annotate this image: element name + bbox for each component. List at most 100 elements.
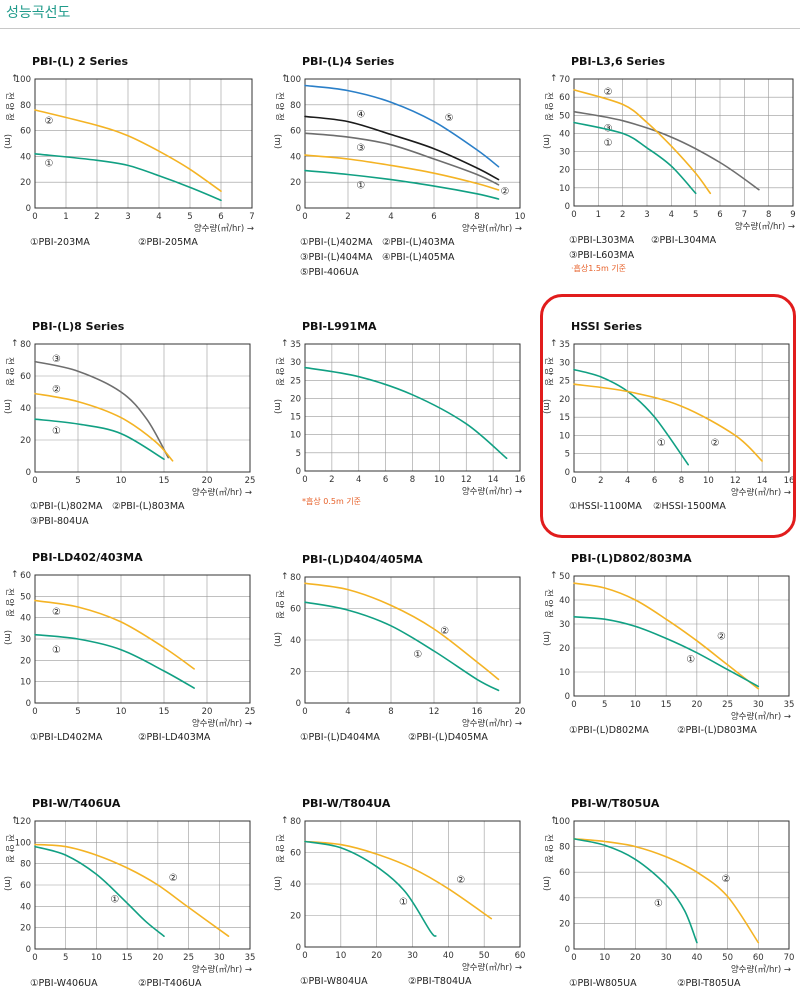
series-curve-3	[304, 132, 500, 186]
y-axis-label: 전 양 정	[4, 588, 15, 617]
series-curve-1	[304, 601, 500, 692]
y-axis-unit: (m)	[2, 630, 12, 645]
legend-item: ①PBI-(L)802MA	[30, 501, 103, 512]
chart-hssi: HSSI Series 0 2 4 6 8 10 12 14 16 0 5 10 15 20 25 30 35↑ 전…	[541, 320, 794, 512]
x-tick-label: 25	[722, 700, 733, 710]
plot-frame	[573, 78, 794, 207]
series-curve-1	[34, 153, 222, 202]
x-tick-label: 60	[753, 953, 764, 963]
x-tick-label: 30	[661, 953, 672, 963]
y-axis-arrow: ↑	[281, 339, 289, 349]
x-tick-label: 15	[122, 953, 133, 963]
x-axis-label: 양수량(㎥/hr) →	[194, 223, 254, 234]
x-tick-label: 15	[661, 700, 672, 710]
legend-item: ①PBI-LD402MA	[30, 732, 103, 743]
y-tick-label: 80	[20, 101, 31, 111]
y-tick-label: 20	[20, 924, 31, 934]
chart-title: PBI-L991MA	[302, 320, 377, 333]
y-tick-label: 120	[15, 817, 31, 827]
series-marker-2: ②	[440, 626, 449, 637]
chart-title: PBI-(L)D404/405MA	[302, 553, 423, 566]
y-axis-label: 전 양 정	[274, 590, 285, 619]
y-axis-unit: (m)	[2, 876, 12, 891]
y-tick-label: 10	[559, 431, 570, 441]
x-tick-label: 9	[790, 210, 795, 220]
legend-item: ①PBI-L303MA	[569, 235, 635, 246]
y-tick-label: 35	[559, 340, 570, 350]
legend-item: ②PBI-(L)803MA	[112, 501, 185, 512]
x-tick-label: 10	[703, 476, 714, 486]
y-axis-label: 전 양 정	[4, 92, 15, 121]
y-axis-unit: (m)	[272, 876, 282, 891]
x-tick-label: 2	[94, 212, 99, 222]
chart-pbi-ld404: PBI-(L)D404/405MA 0 4 8 12 16 20 0 20 40 60 80↑ 전 양 …	[272, 553, 525, 743]
y-axis-unit: (m)	[272, 134, 282, 149]
y-tick-label: 0	[296, 699, 301, 709]
x-tick-label: 0	[32, 476, 37, 486]
x-tick-label: 20	[630, 953, 641, 963]
series-curve-2	[573, 89, 712, 195]
x-tick-label: 12	[429, 707, 440, 717]
x-tick-label: 0	[302, 707, 307, 717]
chart-title: PBI-L3,6 Series	[571, 55, 665, 68]
x-tick-label: 6	[383, 475, 388, 485]
y-axis-unit: (m)	[541, 399, 551, 414]
x-tick-label: 4	[625, 476, 630, 486]
x-tick-label: 30	[214, 953, 225, 963]
legend-item: ②HSSI-1500MA	[653, 501, 726, 512]
y-tick-label: 60	[559, 93, 570, 103]
x-tick-label: 25	[245, 707, 256, 717]
plot-frame	[573, 343, 790, 473]
series-marker-1: ①	[52, 426, 61, 437]
y-tick-label: 60	[290, 127, 301, 137]
series-curve-1	[304, 840, 437, 937]
y-tick-label: 80	[20, 340, 31, 350]
series-marker-1: ①	[654, 898, 663, 909]
y-tick-label: 40	[20, 404, 31, 414]
y-tick-label: 60	[559, 868, 570, 878]
legend-item: ①PBI-(L)402MA	[300, 237, 373, 248]
x-tick-label: 0	[571, 476, 576, 486]
series-marker-1: ①	[399, 897, 408, 908]
x-tick-label: 50	[722, 953, 733, 963]
x-tick-label: 50	[479, 951, 490, 961]
x-tick-label: 8	[474, 212, 479, 222]
series-marker-2: ②	[44, 116, 53, 127]
y-axis-label: 전 양 정	[274, 357, 285, 386]
y-tick-label: 60	[20, 127, 31, 137]
series-marker-1: ①	[686, 654, 695, 665]
x-tick-label: 7	[249, 212, 254, 222]
x-axis-label: 양수량(㎥/hr) →	[731, 964, 791, 975]
y-tick-label: 20	[290, 912, 301, 922]
y-axis-label: 전 양 정	[4, 834, 15, 863]
plot-frame	[304, 78, 521, 209]
x-axis-label: 양수량(㎥/hr) →	[462, 486, 522, 497]
legend-item: ①PBI-W406UA	[30, 978, 98, 989]
x-axis-label: 양수량(㎥/hr) →	[192, 487, 252, 498]
legend-item: ①PBI-(L)D802MA	[569, 725, 649, 736]
y-axis-arrow: ↑	[11, 74, 19, 84]
x-tick-label: 35	[245, 953, 256, 963]
legend-item: ①PBI-(L)D404MA	[300, 732, 380, 743]
legend-item: ②PBI-LD403MA	[138, 732, 211, 743]
y-tick-label: 20	[559, 166, 570, 176]
y-tick-label: 100	[15, 838, 31, 848]
series-curve-2	[573, 582, 760, 690]
y-tick-label: 20	[559, 644, 570, 654]
legend-item: ①PBI-W804UA	[300, 976, 368, 987]
x-tick-label: 6	[431, 212, 436, 222]
legend-item: ①HSSI-1100MA	[569, 501, 642, 512]
series-curve-1	[304, 366, 508, 460]
y-tick-label: 0	[296, 467, 301, 477]
series-marker-2: ②	[169, 873, 178, 884]
series-marker-2: ②	[456, 875, 465, 886]
chart-pbi-ld802: PBI-(L)D802/803MA 0 5 10 15 20 25 30 35 0 10 20 30 40…	[541, 552, 794, 736]
x-tick-label: 2	[598, 476, 603, 486]
series-marker-1: ①	[44, 158, 53, 169]
x-tick-label: 12	[461, 475, 472, 485]
y-axis-label: 전 양 정	[543, 834, 554, 863]
y-tick-label: 100	[15, 75, 31, 85]
y-tick-label: 5	[565, 450, 570, 460]
x-tick-label: 12	[730, 476, 741, 486]
